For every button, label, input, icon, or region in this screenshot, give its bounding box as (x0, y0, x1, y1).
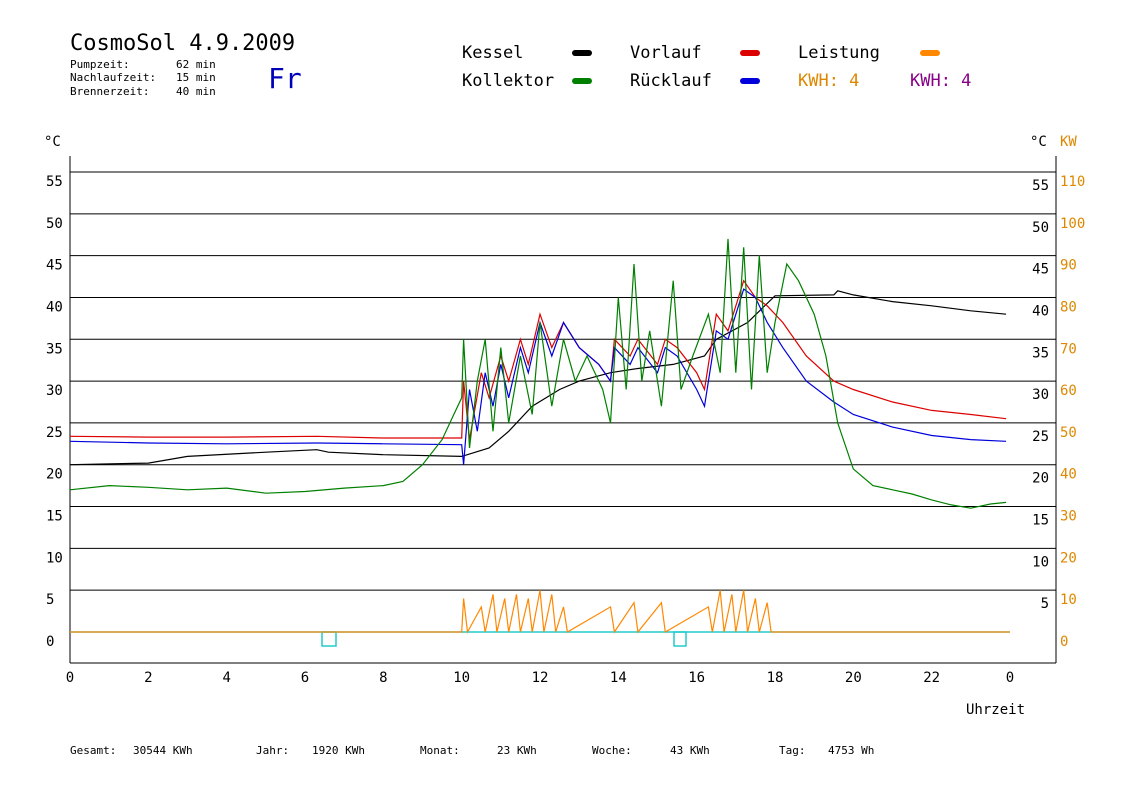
legend-swatch-kollektor (572, 78, 592, 84)
series-line-kessel (69, 290, 1007, 466)
y-tick-right: 25 (1032, 429, 1049, 445)
x-axis-label: Uhrzeit (966, 702, 1025, 718)
chart-title: CosmoSol 4.9.2009 (70, 31, 295, 56)
y-tick-kw: 30 (1060, 509, 1077, 525)
y-axis-label-kw: KW (1060, 134, 1077, 150)
y-tick-left: 10 (46, 550, 63, 566)
x-tick: 18 (767, 670, 784, 686)
y-tick-right: 35 (1032, 345, 1049, 361)
y-tick-right: 45 (1032, 262, 1049, 278)
footer-value-monat: 23 KWh (497, 744, 537, 757)
y-tick-kw: 60 (1060, 383, 1077, 399)
legend-kwh-purple: KWH: 4 (910, 71, 971, 91)
y-tick-left: 0 (46, 634, 54, 650)
x-tick: 4 (222, 670, 230, 686)
y-ticks-right: 5 10 15 20 25 30 35 40 45 50 55 (1032, 178, 1049, 612)
y-tick-right: 30 (1032, 387, 1049, 403)
y-tick-left: 25 (46, 425, 63, 441)
y-tick-left: 45 (46, 258, 63, 274)
legend-label-vorlauf: Vorlauf (630, 43, 702, 63)
y-tick-right: 20 (1032, 471, 1049, 487)
y-tick-left: 5 (46, 592, 54, 608)
footer-stats: Gesamt: 30544 KWh Jahr: 1920 KWh Monat: … (70, 744, 874, 757)
info-value-nachlaufzeit: 15 min (176, 71, 216, 84)
y-tick-left: 20 (46, 467, 63, 483)
info-value-brennerzeit: 40 min (176, 85, 216, 98)
x-tick: 6 (301, 670, 309, 686)
y-tick-right: 10 (1032, 554, 1049, 570)
y-tick-kw: 20 (1060, 550, 1077, 566)
info-label-nachlaufzeit: Nachlaufzeit: (70, 71, 156, 84)
y-tick-right: 15 (1032, 513, 1049, 529)
y-tick-kw: 110 (1060, 174, 1085, 190)
series-line-leistung (70, 590, 1010, 634)
legend-label-kollektor: Kollektor (462, 71, 554, 91)
footer-label-gesamt: Gesamt: (70, 744, 116, 757)
legend-swatch-kessel (572, 50, 592, 56)
y-tick-right: 5 (1041, 596, 1049, 612)
y-tick-right: 40 (1032, 303, 1049, 319)
y-tick-kw: 80 (1060, 299, 1077, 315)
series-line-kollektor (69, 238, 1007, 509)
y-axis-label-right: °C (1030, 134, 1047, 150)
x-tick: 16 (688, 670, 705, 686)
y-tick-kw: 50 (1060, 425, 1077, 441)
legend: Kessel Vorlauf Leistung Kollektor Rückla… (462, 43, 971, 91)
y-tick-left: 35 (46, 341, 63, 357)
y-tick-kw: 40 (1060, 467, 1077, 483)
pump-marker-1 (321, 631, 337, 647)
y-tick-right: 50 (1032, 220, 1049, 236)
series-group (69, 238, 1010, 634)
grid (70, 171, 1056, 591)
y-tick-kw: 0 (1060, 634, 1068, 650)
x-tick: 14 (610, 670, 627, 686)
legend-label-ruecklauf: Rücklauf (630, 71, 712, 91)
x-tick: 2 (144, 670, 152, 686)
x-tick: 0 (66, 670, 74, 686)
y-ticks-left: 0 5 10 15 20 25 30 35 40 45 50 55 (46, 174, 63, 650)
series-line-vorlauf (69, 279, 1007, 440)
y-tick-left: 40 (46, 299, 63, 315)
y-tick-right: 55 (1032, 178, 1049, 194)
info-label-pumpzeit: Pumpzeit: (70, 58, 130, 71)
y-tick-left: 50 (46, 216, 63, 232)
legend-swatch-leistung (920, 50, 940, 56)
legend-label-kessel: Kessel (462, 43, 523, 63)
footer-label-tag: Tag: (779, 744, 806, 757)
info-value-pumpzeit: 62 min (176, 58, 216, 71)
legend-swatch-ruecklauf (740, 78, 760, 84)
footer-value-gesamt: 30544 KWh (133, 744, 193, 757)
pump-marker-2 (673, 631, 687, 647)
x-tick: 12 (532, 670, 549, 686)
series-line-rcklauf (69, 288, 1007, 465)
footer-value-tag: 4753 Wh (828, 744, 874, 757)
y-tick-kw: 90 (1060, 258, 1077, 274)
footer-value-woche: 43 KWh (670, 744, 710, 757)
y-ticks-kw: 0 10 20 30 40 50 60 70 80 90 100 110 (1060, 174, 1085, 650)
x-tick: 22 (923, 670, 940, 686)
x-ticks: 0 2 4 6 8 10 12 14 16 18 20 22 0 (66, 670, 1014, 686)
legend-swatch-vorlauf (740, 50, 760, 56)
info-label-brennerzeit: Brennerzeit: (70, 85, 149, 98)
y-tick-kw: 100 (1060, 216, 1085, 232)
y-tick-kw: 10 (1060, 592, 1077, 608)
y-tick-kw: 70 (1060, 341, 1077, 357)
x-tick: 10 (453, 670, 470, 686)
info-block: Pumpzeit: 62 min Nachlaufzeit: 15 min Br… (70, 58, 216, 98)
y-tick-left: 55 (46, 174, 63, 190)
legend-kwh-orange: KWH: 4 (798, 71, 859, 91)
footer-label-woche: Woche: (592, 744, 632, 757)
footer-value-jahr: 1920 KWh (312, 744, 365, 757)
y-axis-label-left: °C (44, 134, 61, 150)
y-tick-left: 30 (46, 383, 63, 399)
x-tick: 8 (379, 670, 387, 686)
x-tick: 20 (845, 670, 862, 686)
x-tick: 0 (1006, 670, 1014, 686)
weekday-label: Fr (268, 62, 302, 95)
footer-label-monat: Monat: (420, 744, 460, 757)
legend-label-leistung: Leistung (798, 43, 880, 63)
footer-label-jahr: Jahr: (256, 744, 289, 757)
y-tick-left: 15 (46, 509, 63, 525)
